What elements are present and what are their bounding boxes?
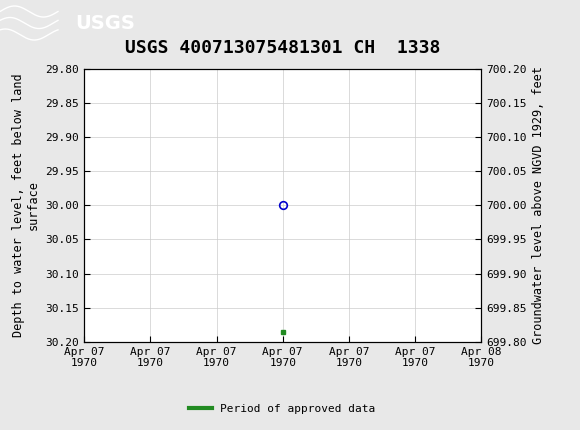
Y-axis label: Depth to water level, feet below land
surface: Depth to water level, feet below land su… xyxy=(12,74,40,337)
Text: USGS: USGS xyxy=(75,13,135,33)
Text: USGS 400713075481301 CH  1338: USGS 400713075481301 CH 1338 xyxy=(125,39,440,57)
Legend: Period of approved data: Period of approved data xyxy=(185,399,380,418)
Y-axis label: Groundwater level above NGVD 1929, feet: Groundwater level above NGVD 1929, feet xyxy=(532,66,545,344)
